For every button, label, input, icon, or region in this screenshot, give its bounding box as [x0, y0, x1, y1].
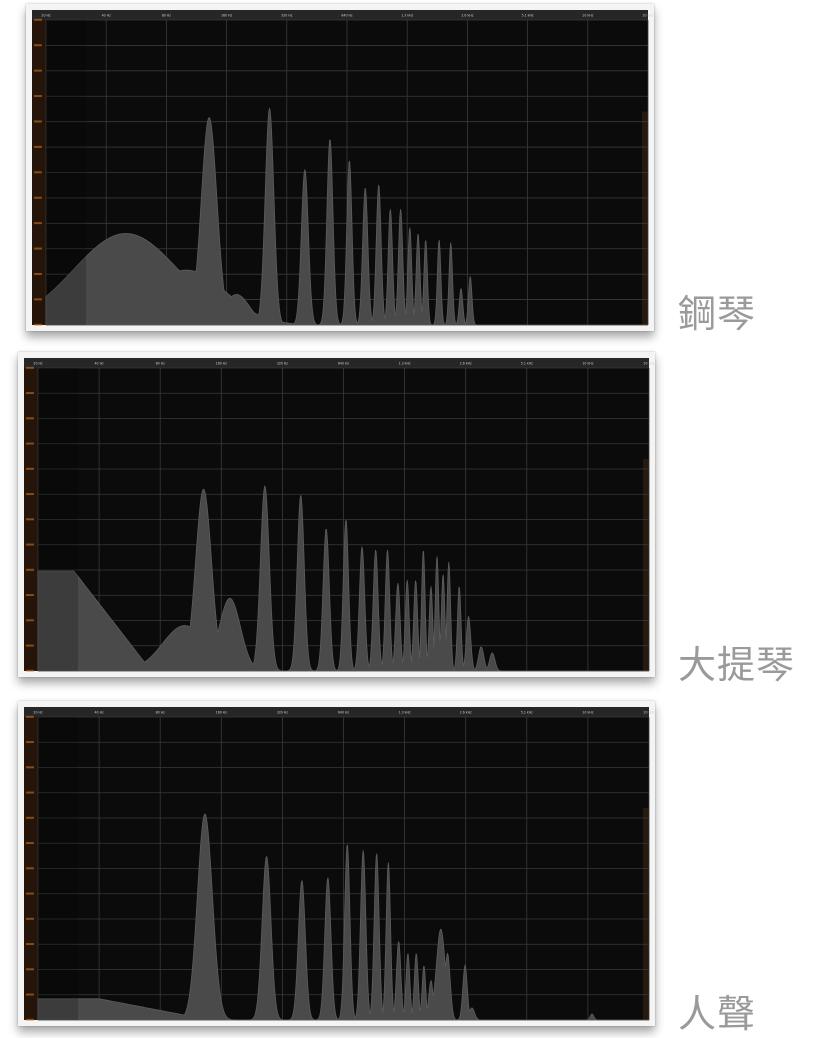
x-tick-label: 160 Hz	[216, 362, 227, 366]
x-tick-label: 640 Hz	[338, 711, 349, 715]
x-tick-label: 320 Hz	[281, 14, 292, 18]
x-tick-label: 5.1 kHz	[521, 362, 533, 366]
instrument-label-voice: 人聲	[678, 992, 757, 1036]
spectrum-panel-violin: 20 Hz 40 Hz 80 Hz 160 Hz 320 Hz 640 Hz 1.3 kHz…	[18, 352, 655, 677]
db-tick	[26, 518, 34, 521]
db-tick	[26, 993, 34, 996]
db-tick	[26, 842, 34, 845]
db-tick	[26, 467, 34, 470]
x-tick-label: 160 Hz	[216, 711, 227, 715]
db-tick	[34, 298, 42, 301]
db-tick	[26, 892, 34, 895]
db-tick	[26, 543, 34, 546]
db-tick	[34, 171, 42, 174]
db-tick	[26, 1018, 34, 1021]
db-tick	[26, 715, 34, 718]
x-tick-label: 640 Hz	[341, 14, 352, 18]
db-tick	[26, 867, 34, 870]
db-tick	[26, 442, 34, 445]
vignette	[46, 20, 86, 325]
db-tick	[34, 323, 42, 326]
db-tick	[26, 619, 34, 622]
db-tick	[34, 69, 42, 72]
db-tick	[34, 44, 42, 47]
spectrum-chart-piano: 20 Hz 40 Hz 80 Hz 160 Hz 320 Hz 640 Hz 1.3 kHz…	[32, 10, 654, 326]
x-tick-label: 2.6 kHz	[460, 711, 472, 715]
vignette	[38, 368, 78, 671]
frequency-header	[24, 707, 649, 717]
db-tick	[34, 247, 42, 250]
spectrum-chart-voice: 20 Hz 40 Hz 80 Hz 160 Hz 320 Hz 640 Hz 1.3 kHz…	[24, 707, 655, 1021]
x-tick-label: 20 kHz	[643, 14, 654, 18]
db-tick	[26, 392, 34, 395]
db-tick	[26, 816, 34, 819]
x-tick-label: 1.3 kHz	[399, 362, 411, 366]
x-tick-label: 40 Hz	[95, 362, 104, 366]
db-tick	[34, 145, 42, 148]
plot-background	[24, 707, 649, 1020]
x-tick-label: 5.1 kHz	[522, 14, 534, 18]
x-tick-label: 20 kHz	[644, 362, 655, 366]
db-tick	[26, 917, 34, 920]
right-glow	[642, 111, 648, 325]
instrument-label-piano: 鋼琴	[678, 292, 757, 336]
spectrum-panel-piano: 20 Hz 40 Hz 80 Hz 160 Hz 320 Hz 640 Hz 1.3 kHz…	[26, 4, 654, 331]
db-tick	[34, 222, 42, 225]
x-tick-label: 10 kHz	[582, 14, 593, 18]
db-tick	[26, 366, 34, 369]
x-tick-label: 640 Hz	[338, 362, 349, 366]
x-tick-label: 320 Hz	[277, 362, 288, 366]
spectrum-area	[37, 813, 649, 1021]
x-tick-label: 20 Hz	[41, 14, 50, 18]
x-tick-label: 320 Hz	[277, 711, 288, 715]
frequency-header	[32, 10, 648, 20]
db-tick	[34, 18, 42, 21]
x-tick-label: 1.3 kHz	[399, 711, 411, 715]
spectrum-chart-violin: 20 Hz 40 Hz 80 Hz 160 Hz 320 Hz 640 Hz 1.3 kHz…	[24, 358, 655, 672]
x-tick-label: 10 kHz	[582, 362, 593, 366]
db-tick	[26, 594, 34, 597]
db-tick	[26, 493, 34, 496]
x-tick-label: 20 Hz	[33, 362, 42, 366]
db-tick	[34, 120, 42, 123]
plot-background	[24, 358, 649, 671]
x-tick-label: 80 Hz	[162, 14, 171, 18]
spectrum-area	[37, 485, 649, 672]
db-tick	[34, 272, 42, 275]
db-tick	[34, 196, 42, 199]
x-tick-label: 2.6 kHz	[460, 362, 472, 366]
db-tick	[26, 644, 34, 647]
db-tick	[26, 741, 34, 744]
x-tick-label: 1.3 kHz	[401, 14, 413, 18]
x-tick-label: 5.1 kHz	[521, 711, 533, 715]
db-tick	[26, 766, 34, 769]
db-tick	[26, 791, 34, 794]
x-tick-label: 80 Hz	[156, 711, 165, 715]
x-tick-label: 20 Hz	[33, 711, 42, 715]
spectrum-panel-voice: 20 Hz 40 Hz 80 Hz 160 Hz 320 Hz 640 Hz 1.3 kHz…	[18, 701, 655, 1026]
db-tick	[34, 95, 42, 98]
db-tick	[26, 669, 34, 672]
vignette	[38, 717, 78, 1020]
frequency-header	[24, 358, 649, 368]
db-tick	[26, 943, 34, 946]
db-tick	[26, 568, 34, 571]
x-tick-label: 160 Hz	[221, 14, 232, 18]
x-tick-label: 2.6 kHz	[461, 14, 473, 18]
x-tick-label: 10 kHz	[582, 711, 593, 715]
instrument-label-violin: 大提琴	[678, 643, 796, 687]
db-tick	[26, 968, 34, 971]
x-tick-label: 40 Hz	[102, 14, 111, 18]
x-tick-label: 40 Hz	[95, 711, 104, 715]
x-tick-label: 20 kHz	[644, 711, 655, 715]
spectrum-area	[45, 107, 648, 326]
x-tick-label: 80 Hz	[156, 362, 165, 366]
right-glow	[643, 458, 649, 671]
db-tick	[26, 417, 34, 420]
right-glow	[643, 807, 649, 1020]
